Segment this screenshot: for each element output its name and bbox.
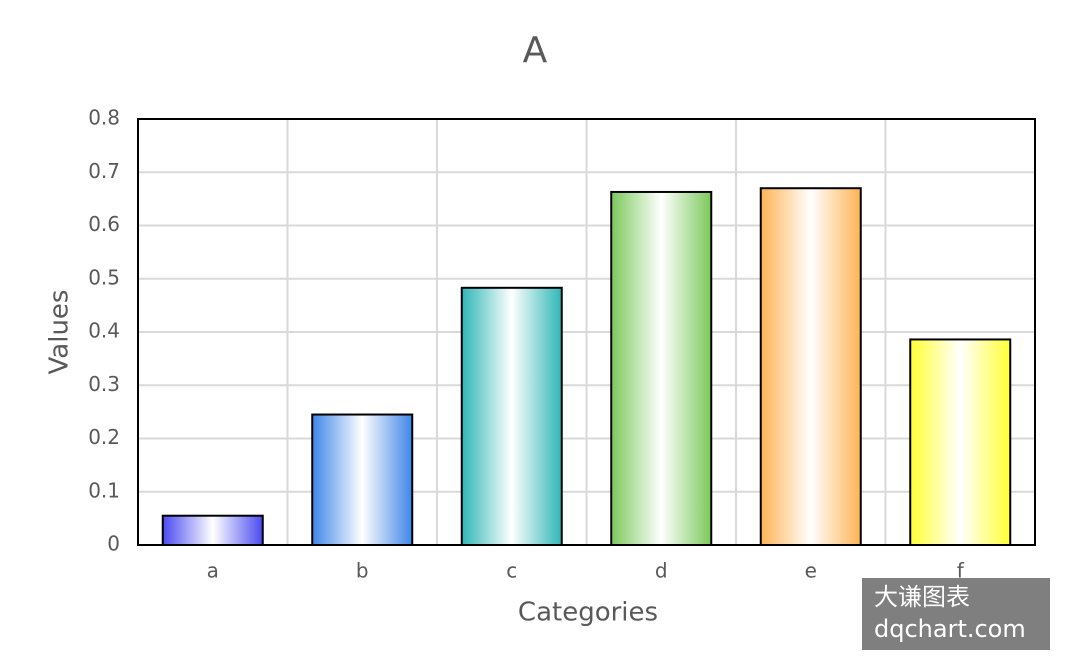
bar (909, 338, 1012, 546)
x-tick-label: f (957, 559, 965, 583)
x-tick-label: e (805, 559, 817, 583)
watermark-box (862, 578, 1050, 650)
y-tick-label: 0.6 (88, 212, 120, 236)
x-tick-label: b (356, 559, 369, 583)
y-tick-label: 0.1 (88, 478, 120, 502)
x-axis-label: Categories (518, 598, 658, 628)
y-tick-label: 0.3 (88, 372, 120, 396)
bar (610, 190, 713, 546)
plot-area: 0 0.1 0.2 0.3 0.4 0.5 0.6 0.7 0.8 a b c d e f (88, 106, 1036, 583)
bar (161, 514, 264, 547)
y-tick-label: 0.5 (88, 265, 120, 289)
x-tick-label: c (506, 559, 517, 583)
bar (759, 187, 862, 546)
y-tick-label: 0.8 (88, 106, 120, 130)
plot-border (137, 118, 1036, 546)
watermark-text: dqchart.com (874, 615, 1026, 643)
x-tick-label: a (207, 559, 219, 583)
x-tick-label: d (655, 559, 668, 583)
y-tick-label: 0 (107, 532, 120, 556)
y-axis-label: Values (45, 290, 75, 375)
chart-title: A (523, 30, 548, 71)
y-tick-label: 0.2 (88, 425, 120, 449)
bar (311, 413, 414, 546)
y-tick-label: 0.7 (88, 159, 120, 183)
y-tick-label: 0.4 (88, 319, 120, 343)
watermark-text: 大谦图表 (874, 583, 970, 611)
bar (460, 286, 563, 546)
